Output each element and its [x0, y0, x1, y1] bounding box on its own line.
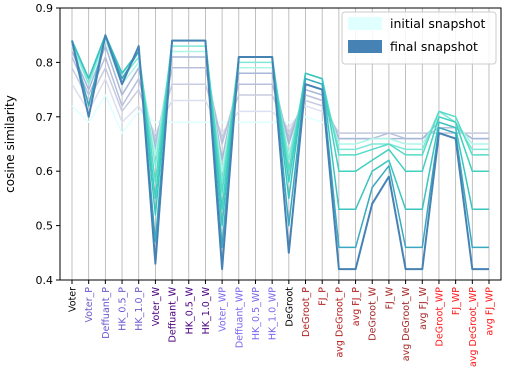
plot-frame — [59, 7, 502, 281]
x-tick-label: avg DeGroot_P — [334, 287, 345, 358]
x-tick-label: DeGroot_W — [368, 286, 379, 340]
x-tick-label: Deffuant_WP — [234, 287, 245, 348]
x-tick-label: Deffuant_P — [101, 287, 112, 339]
legend-swatch — [348, 17, 382, 30]
x-tick-label: Deffuant_W — [168, 286, 179, 342]
y-tick-label: 0.5 — [36, 220, 54, 233]
x-tick-label: avg DeGroot_WP — [468, 287, 479, 367]
x-tick-label: HK_0.5_P — [118, 287, 129, 331]
x-tick-label: FJ_WP — [451, 287, 462, 315]
y-tick-label: 0.4 — [36, 274, 54, 287]
x-tick-label: DeGroot_P — [301, 287, 312, 337]
y-axis-label: cosine similarity — [3, 95, 17, 193]
legend-label: initial snapshot — [390, 16, 485, 31]
x-tick-label: avg FJ_P — [351, 287, 362, 327]
x-tick-label: avg FJ_W — [418, 286, 429, 330]
x-axis-ticks: Voter Voter_P Deffuant_P HK_0.5_P HK_1.0_P Vo… — [68, 280, 496, 367]
x-tick-label: HK_1.0_W — [201, 286, 212, 334]
x-tick-label: HK_0.5_WP — [251, 287, 262, 340]
x-tick-label: avg DeGroot_W — [401, 286, 412, 361]
legend-label: final snapshot — [390, 39, 478, 54]
legend-swatch — [348, 40, 382, 53]
y-tick-label: 0.6 — [36, 165, 54, 178]
series-lines — [71, 34, 489, 271]
x-tick-label: FJ_W — [384, 286, 395, 309]
x-tick-label: Voter — [68, 287, 79, 312]
x-tick-label: Voter_W — [151, 286, 162, 326]
y-axis-ticks: 0.4 0.5 0.6 0.7 0.8 0.9 — [36, 2, 60, 287]
x-tick-label: avg FJ_WP — [485, 287, 496, 336]
x-tick-label: Voter_P — [84, 287, 95, 323]
x-tick-label: HK_1.0_WP — [268, 287, 279, 340]
y-tick-label: 0.7 — [36, 111, 54, 124]
legend: initial snapshot final snapshot — [341, 11, 497, 65]
x-tick-label: DeGroot_WP — [434, 287, 445, 347]
y-tick-label: 0.8 — [36, 56, 54, 69]
x-tick-label: HK_1.0_P — [134, 287, 145, 331]
x-tick-label: DeGroot — [284, 287, 295, 327]
x-tick-label: HK_0.5_W — [184, 286, 195, 334]
y-tick-label: 0.9 — [36, 2, 54, 15]
series-line-12 — [71, 34, 489, 271]
x-tick-label: FJ_P — [318, 287, 329, 306]
x-tick-label: Voter_WP — [218, 287, 229, 332]
